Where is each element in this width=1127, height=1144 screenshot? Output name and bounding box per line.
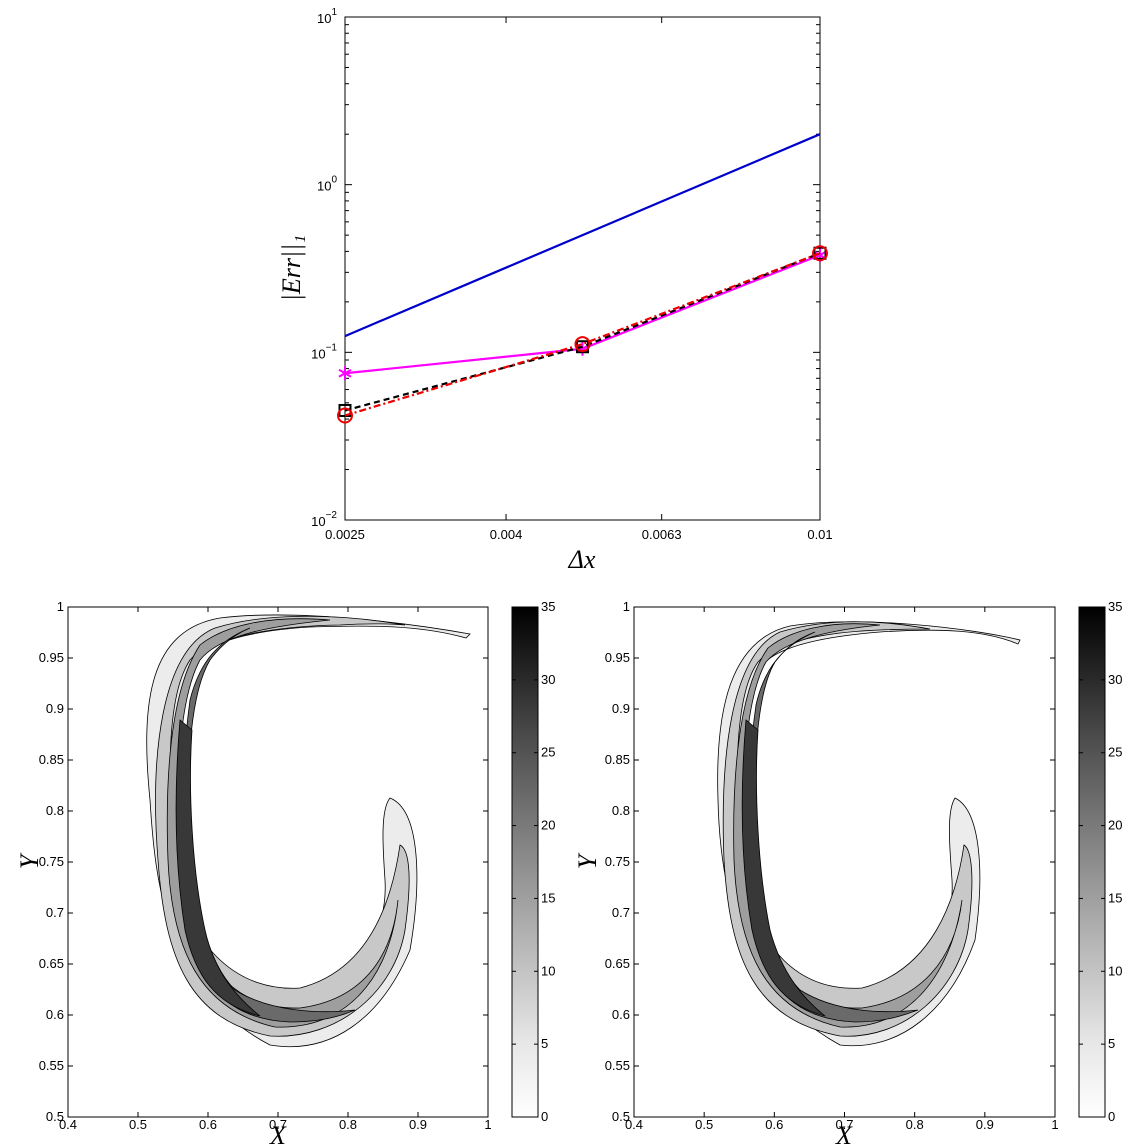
x-tick-label: 0.8 — [339, 1117, 357, 1132]
x-tick-label: 0.7 — [269, 1117, 287, 1132]
y-tick-label: 1 — [57, 599, 64, 614]
left-contour-level-2 — [155, 615, 410, 1037]
x-tick-label: 0.4 — [59, 1117, 77, 1132]
right-x-ticks: 0.4 0.5 0.6 0.7 0.8 0.9 1 — [625, 607, 1059, 1132]
y-tick-label: 0.8 — [46, 803, 64, 818]
y-tick-label: 0.95 — [39, 650, 64, 665]
top-y-tick-label: 10−2 — [311, 510, 337, 529]
top-x-tick-label: 0.0063 — [642, 527, 682, 542]
top-x-tick-label: 0.01 — [807, 527, 832, 542]
top-y-tick-label: 101 — [317, 7, 337, 26]
top-y-tick-label: 100 — [317, 175, 337, 194]
y-tick-label: 0.75 — [605, 854, 630, 869]
left-y-axis-label: Y — [15, 852, 44, 869]
top-x-ticks: 0.0025 0.004 0.0063 0.01 — [325, 17, 833, 542]
right-contour-bands — [717, 621, 1021, 1047]
left-contour-level-5 — [175, 719, 261, 1017]
colorbar-tick-label: 25 — [1108, 745, 1122, 760]
contour-plot-right: 0.4 0.5 0.6 0.7 0.8 0.9 1 0.50.550.60.650.70.7… — [573, 599, 1122, 1144]
right-colorbar — [1078, 606, 1106, 1118]
y-tick-label: 0.65 — [39, 956, 64, 971]
x-tick-label: 0.9 — [976, 1117, 994, 1132]
top-point-circle — [574, 336, 591, 353]
y-tick-label: 0.85 — [39, 752, 64, 767]
colorbar-tick-label: 0 — [1108, 1109, 1115, 1124]
x-tick-label: 0.7 — [835, 1117, 853, 1132]
x-tick-label: 1 — [1051, 1117, 1058, 1132]
y-tick-label: 0.8 — [612, 803, 630, 818]
y-tick-label: 0.85 — [605, 752, 630, 767]
right-contour-level-2 — [722, 621, 973, 1037]
colorbar-tick-label: 15 — [1108, 890, 1122, 905]
y-tick-label: 0.9 — [46, 701, 64, 716]
left-x-axis-label: X — [269, 1121, 287, 1144]
top-x-tick-label: 0.004 — [490, 527, 523, 542]
top-y-tick-label: 10−1 — [311, 342, 337, 361]
top-point-square — [813, 246, 827, 260]
right-colorbar-ticks: 0 5 10 15 20 25 30 35 — [1079, 599, 1122, 1124]
colorbar-tick-label: 5 — [541, 1036, 548, 1051]
x-tick-label: 0.9 — [409, 1117, 427, 1132]
x-tick-label: 0.5 — [129, 1117, 147, 1132]
right-y-axis-label: Y — [573, 852, 602, 869]
x-tick-label: 0.5 — [695, 1117, 713, 1132]
top-series-line-1 — [344, 133, 821, 338]
y-tick-label: 0.5 — [612, 1109, 630, 1124]
top-point-asterisk — [338, 366, 352, 381]
x-tick-label: 0.8 — [906, 1117, 924, 1132]
x-tick-label: 1 — [484, 1117, 491, 1132]
colorbar-tick-label: 20 — [1108, 818, 1122, 833]
colorbar-tick-label: 0 — [541, 1109, 548, 1124]
y-tick-label: 0.6 — [46, 1007, 64, 1022]
colorbar-tick-label: 25 — [541, 745, 555, 760]
colorbar-tick-label: 5 — [1108, 1036, 1115, 1051]
top-y-axis-label: |Err||₁ — [277, 235, 306, 302]
right-x-axis-label: X — [835, 1121, 853, 1144]
colorbar-tick-label: 30 — [541, 672, 555, 687]
y-tick-label: 0.9 — [612, 701, 630, 716]
colorbar-tick-label: 30 — [1108, 672, 1122, 687]
left-y-ticks: 0.5 0.55 0.6 0.65 0.7 0.75 0.8 0.85 0.9 0.95 1 — [39, 599, 488, 1124]
left-colorbar — [511, 606, 539, 1118]
right-y-ticks: 0.5 0.55 0.6 0.65 0.7 0.75 0.8 0.85 0.9 0.95 1 — [605, 599, 1055, 1124]
y-tick-label: 0.6 — [612, 1007, 630, 1022]
y-tick-label: 0.75 — [39, 854, 64, 869]
left-colorbar-ticks: 0 5 10 15 20 25 30 35 — [512, 599, 555, 1124]
y-tick-label: 0.55 — [605, 1058, 630, 1073]
top-point-circle — [337, 407, 353, 424]
y-tick-label: 0.7 — [612, 905, 630, 920]
x-tick-label: 0.6 — [199, 1117, 217, 1132]
top-series — [337, 133, 828, 424]
y-tick-label: 0.65 — [605, 956, 630, 971]
y-tick-label: 0.55 — [39, 1058, 64, 1073]
colorbar-tick-label: 20 — [541, 818, 555, 833]
y-tick-label: 0.5 — [46, 1109, 64, 1124]
colorbar-tick-label: 10 — [1108, 963, 1122, 978]
top-point-circle — [812, 245, 828, 262]
colorbar-tick-label: 15 — [541, 890, 555, 905]
colorbar-tick-label: 35 — [541, 599, 555, 614]
top-y-ticks: 10−2 10−1 100 101 — [311, 7, 820, 529]
contour-plot-left: 0.4 0.5 0.6 0.7 0.8 0.9 1 0.50.550.60.650.70.7… — [15, 599, 555, 1144]
y-tick-label: 1 — [623, 599, 630, 614]
colorbar-tick-label: 35 — [1108, 599, 1122, 614]
top-x-tick-label: 0.0025 — [325, 527, 365, 542]
left-x-ticks: 0.4 0.5 0.6 0.7 0.8 0.9 1 — [59, 607, 492, 1132]
top-series-line-3 — [344, 252, 821, 412]
top-x-axis-label: Δx — [568, 545, 596, 574]
colorbar-tick-label: 10 — [541, 963, 555, 978]
x-tick-label: 0.6 — [765, 1117, 783, 1132]
top-point-asterisk — [575, 341, 590, 356]
x-tick-label: 0.4 — [625, 1117, 643, 1132]
right-contour-level-5 — [741, 719, 826, 1017]
left-contour-bands — [146, 614, 471, 1048]
y-tick-label: 0.7 — [46, 905, 64, 920]
y-tick-label: 0.95 — [605, 650, 630, 665]
top-plot-area — [344, 16, 821, 521]
